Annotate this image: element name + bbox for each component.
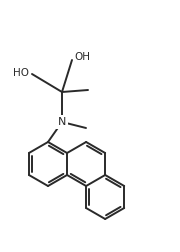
Text: N: N xyxy=(58,117,66,127)
Text: OH: OH xyxy=(74,52,90,62)
Text: HO: HO xyxy=(13,68,29,78)
